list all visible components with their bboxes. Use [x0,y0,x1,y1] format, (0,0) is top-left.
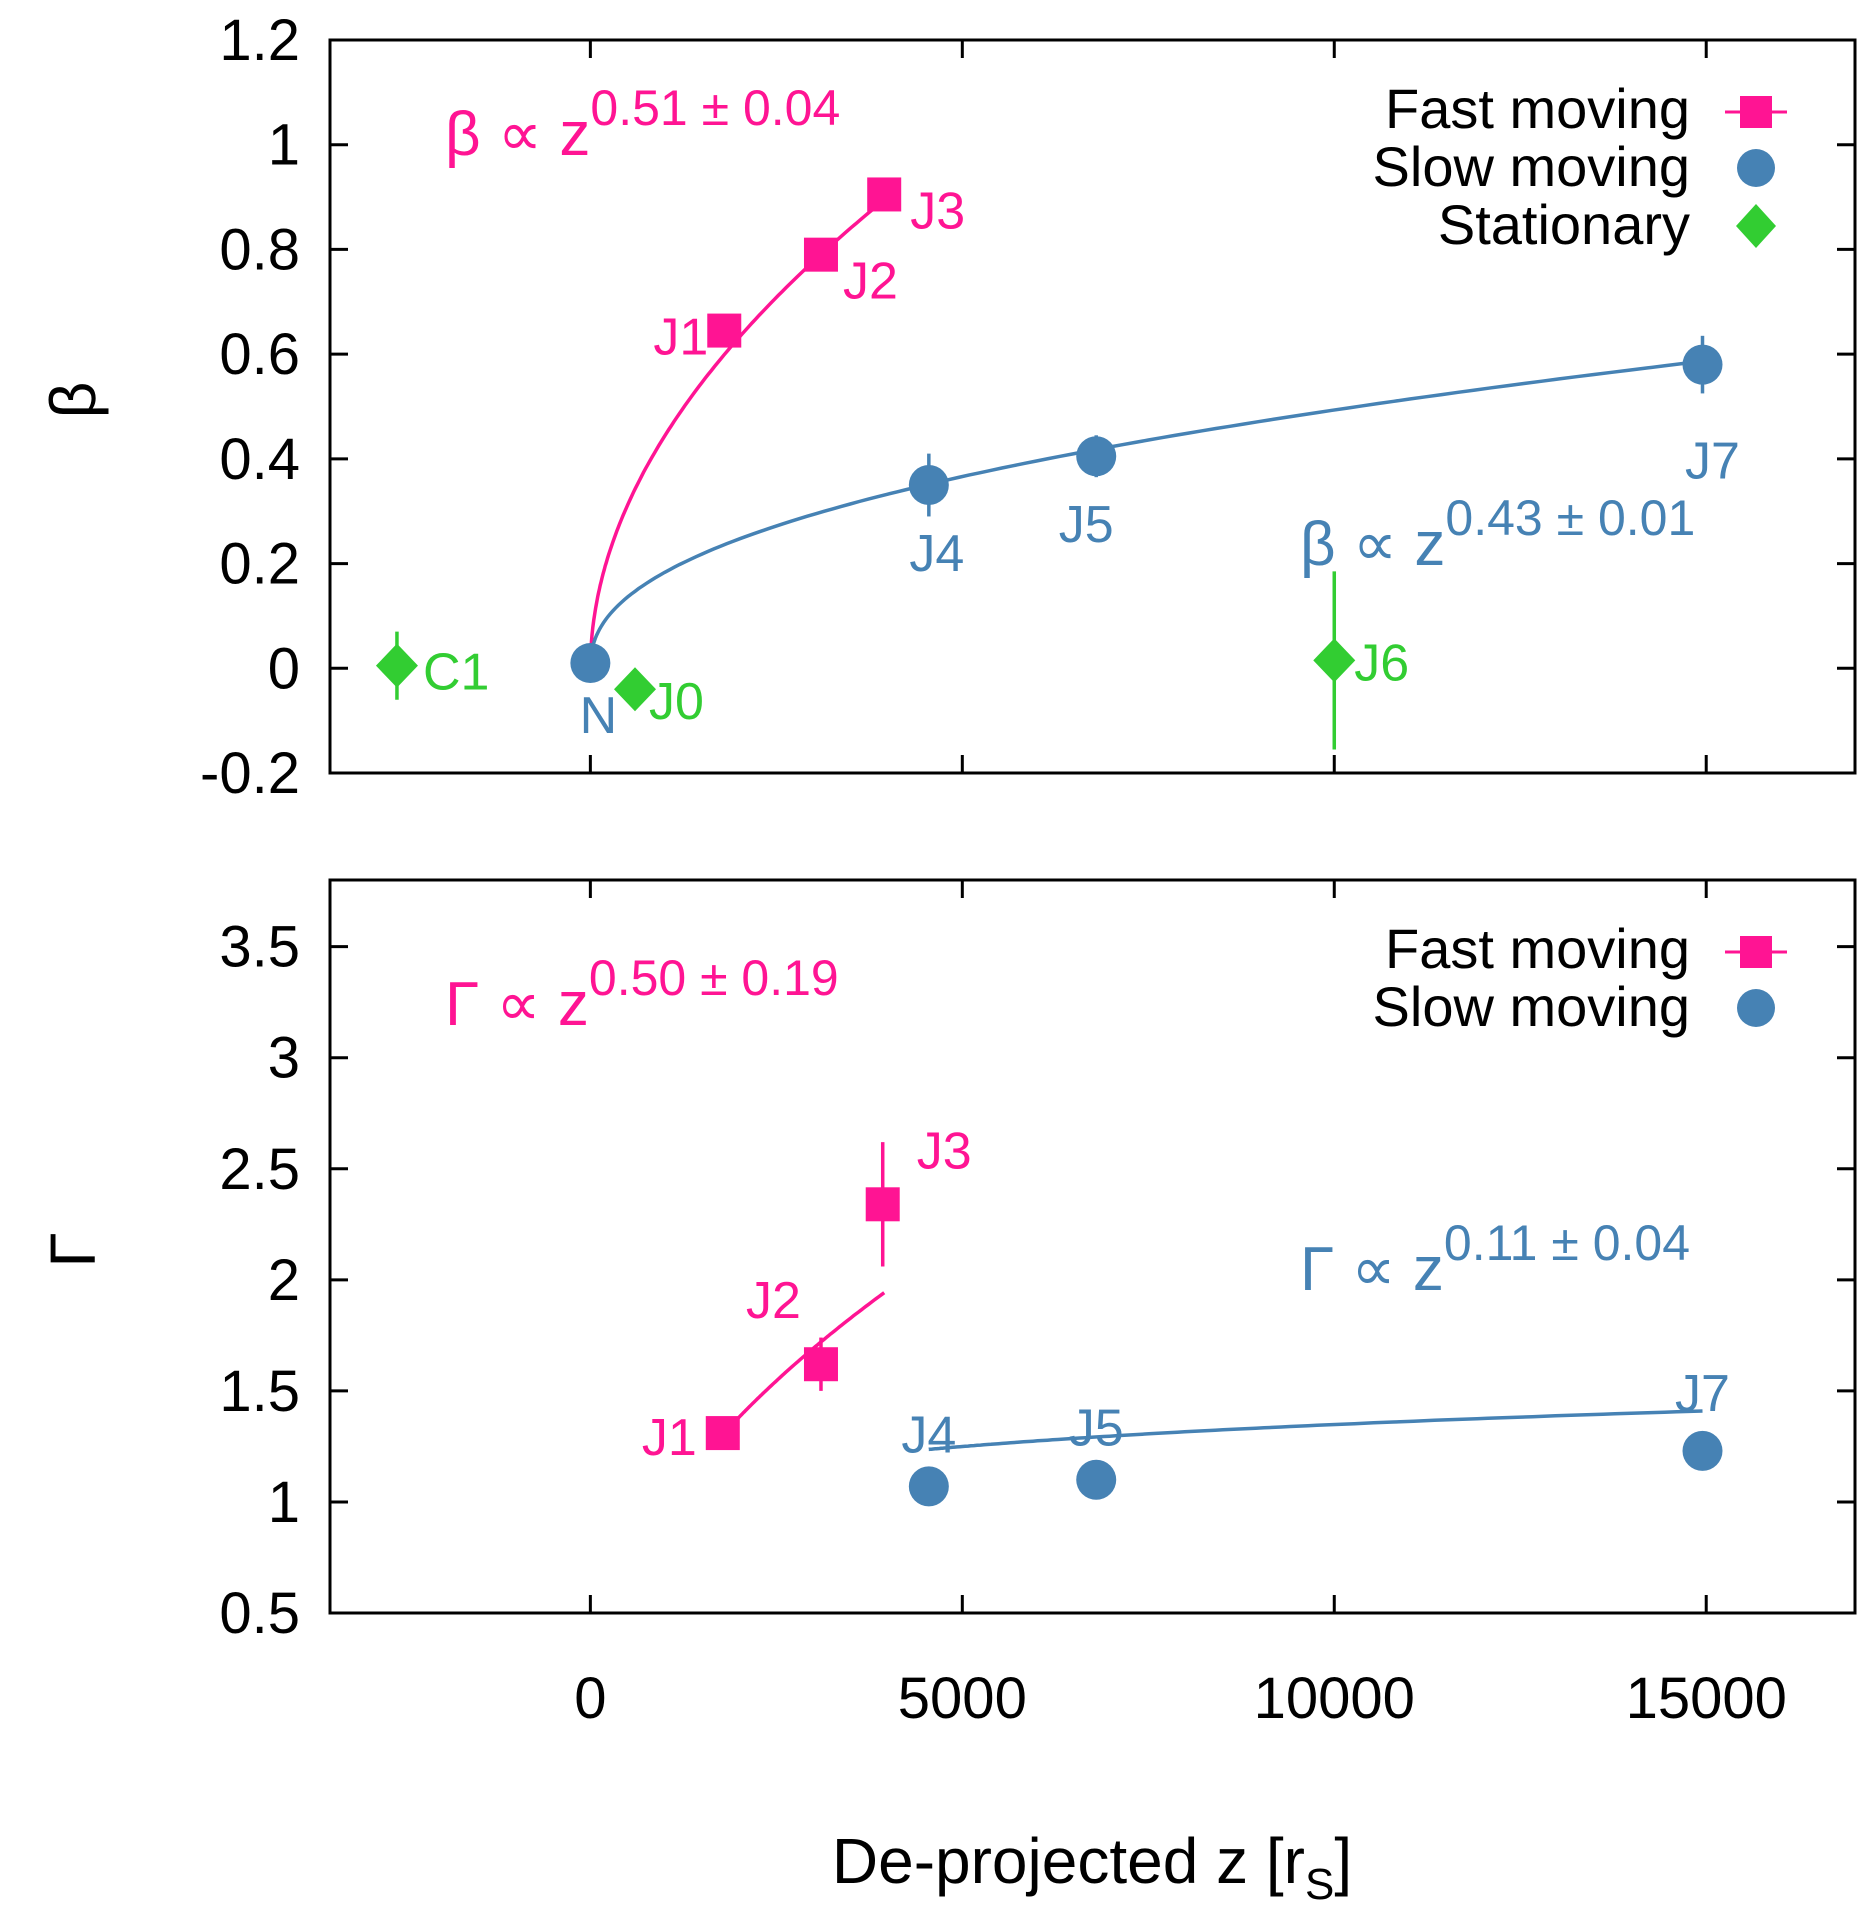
fit-label-slow-beta: β ∝ z0.43 ± 0.01 [1300,490,1695,579]
point-beta-J1 [707,313,742,348]
fit-curve-beta-0 [588,198,886,669]
legend-marker-stationary [1736,204,1776,248]
point-label-beta-J3: J3 [910,182,965,240]
y-tick-label-gamma-3: 2 [268,1248,300,1313]
legend-label-slow: Slow moving [1373,135,1690,198]
point-beta-J0 [614,667,656,712]
x-axis-title: De-projected z [rS] [832,1825,1352,1909]
point-gamma-J7 [1682,1430,1723,1471]
y-tick-label-beta-1: 0 [268,636,300,701]
point-label-beta-J5: J5 [1059,496,1114,554]
point-label-beta-J6: J6 [1354,634,1409,692]
y-axis-title-gamma: Γ [37,1232,109,1267]
y-tick-label-gamma-2: 1.5 [219,1359,300,1424]
point-beta-J4 [908,465,949,506]
point-label-beta-C1: C1 [423,644,489,702]
fit-label-fast-beta-exp: 0.51 ± 0.04 [590,80,840,136]
y-tick-label-beta-0: -0.2 [200,741,300,806]
point-gamma-J5 [1076,1459,1117,1500]
y-tick-label-beta-2: 0.2 [219,532,300,597]
x-tick-label-3: 15000 [1626,1666,1787,1731]
point-gamma-J3 [865,1187,900,1222]
point-label-gamma-J3: J3 [917,1122,972,1180]
fit-label-fast-gamma-exp: 0.50 ± 0.19 [589,950,839,1006]
point-beta-J5 [1076,436,1117,477]
point-label-beta-J4: J4 [909,525,964,583]
point-label-beta-N: N [580,687,618,745]
x-axis-title-main: De-projected z [r [832,1825,1305,1897]
point-gamma-J1 [705,1416,740,1451]
fit-label-fast-beta: β ∝ z0.51 ± 0.04 [445,80,840,169]
x-tick-label-2: 10000 [1254,1666,1415,1731]
point-label-gamma-J5: J5 [1069,1400,1124,1458]
y-tick-label-beta-3: 0.4 [219,427,300,492]
y-tick-label-gamma-5: 3 [268,1026,300,1091]
y-tick-label-gamma-0: 0.5 [219,1581,300,1646]
y-tick-label-gamma-6: 3.5 [219,915,300,980]
y-tick-label-beta-4: 0.6 [219,322,300,387]
y-tick-label-beta-5: 0.8 [219,217,300,282]
legend-marker-slow-gamma [1737,989,1775,1027]
fit-label-slow-beta-exp: 0.43 ± 0.01 [1445,490,1695,546]
legend-label-slow-gamma: Slow moving [1373,975,1690,1038]
y-tick-label-beta-7: 1.2 [219,8,300,73]
x-axis-title-sub: S [1305,1860,1334,1909]
legend-label-stationary: Stationary [1438,193,1690,256]
point-label-beta-J0: J0 [649,673,704,731]
point-beta-J3 [867,177,902,212]
point-label-beta-J2: J2 [843,253,898,311]
point-label-gamma-J1: J1 [642,1409,697,1467]
plot-frame-gamma [328,878,1857,1615]
legend-marker-slow [1737,149,1775,187]
y-tick-label-gamma-1: 1 [268,1470,300,1535]
fit-label-fast-gamma-base: Γ ∝ z [445,970,589,1039]
fit-curve-gamma-1 [928,1409,1703,1452]
panel-gamma: 0 5000 10000 15000 0.5 1 1.5 2 2.5 3 3.5 J1 J2 J3 J4 J5… [37,878,1857,1909]
point-label-gamma-J2: J2 [746,1272,801,1330]
fit-curve-beta-1 [588,359,1703,669]
legend-label-fast-gamma: Fast moving [1385,917,1690,980]
legend-beta: Fast moving Slow moving Stationary [1373,77,1787,256]
x-tick-label-1: 5000 [898,1666,1027,1731]
fit-label-slow-gamma-base: Γ ∝ z [1300,1235,1444,1304]
x-axis-title-end: ] [1334,1825,1352,1897]
y-tick-label-gamma-4: 2.5 [219,1137,300,1202]
fit-label-slow-beta-base: β ∝ z [1300,510,1445,579]
plot-frame-beta [328,38,1857,775]
point-beta-N [570,643,611,684]
point-label-gamma-J7: J7 [1675,1365,1730,1423]
fit-label-slow-gamma: Γ ∝ z0.11 ± 0.04 [1300,1215,1690,1304]
point-label-beta-J1: J1 [653,309,708,367]
x-tick-label-0: 0 [574,1666,606,1731]
y-tick-label-beta-6: 1 [268,113,300,178]
fit-label-fast-gamma: Γ ∝ z0.50 ± 0.19 [445,950,839,1039]
point-beta-J7 [1682,344,1723,385]
legend-label-fast: Fast moving [1385,77,1690,140]
point-beta-J6 [1313,638,1356,683]
point-label-beta-J7: J7 [1685,433,1740,491]
legend-gamma: Fast moving Slow moving [1373,917,1787,1038]
fit-label-slow-gamma-exp: 0.11 ± 0.04 [1444,1215,1690,1271]
fit-label-fast-beta-base: β ∝ z [445,100,590,169]
point-gamma-J2 [803,1347,838,1382]
point-gamma-J4 [908,1466,949,1507]
point-beta-C1 [375,643,418,688]
point-label-gamma-J4: J4 [901,1406,956,1464]
point-beta-J2 [803,237,838,272]
y-axis-title-beta: β [37,382,109,419]
